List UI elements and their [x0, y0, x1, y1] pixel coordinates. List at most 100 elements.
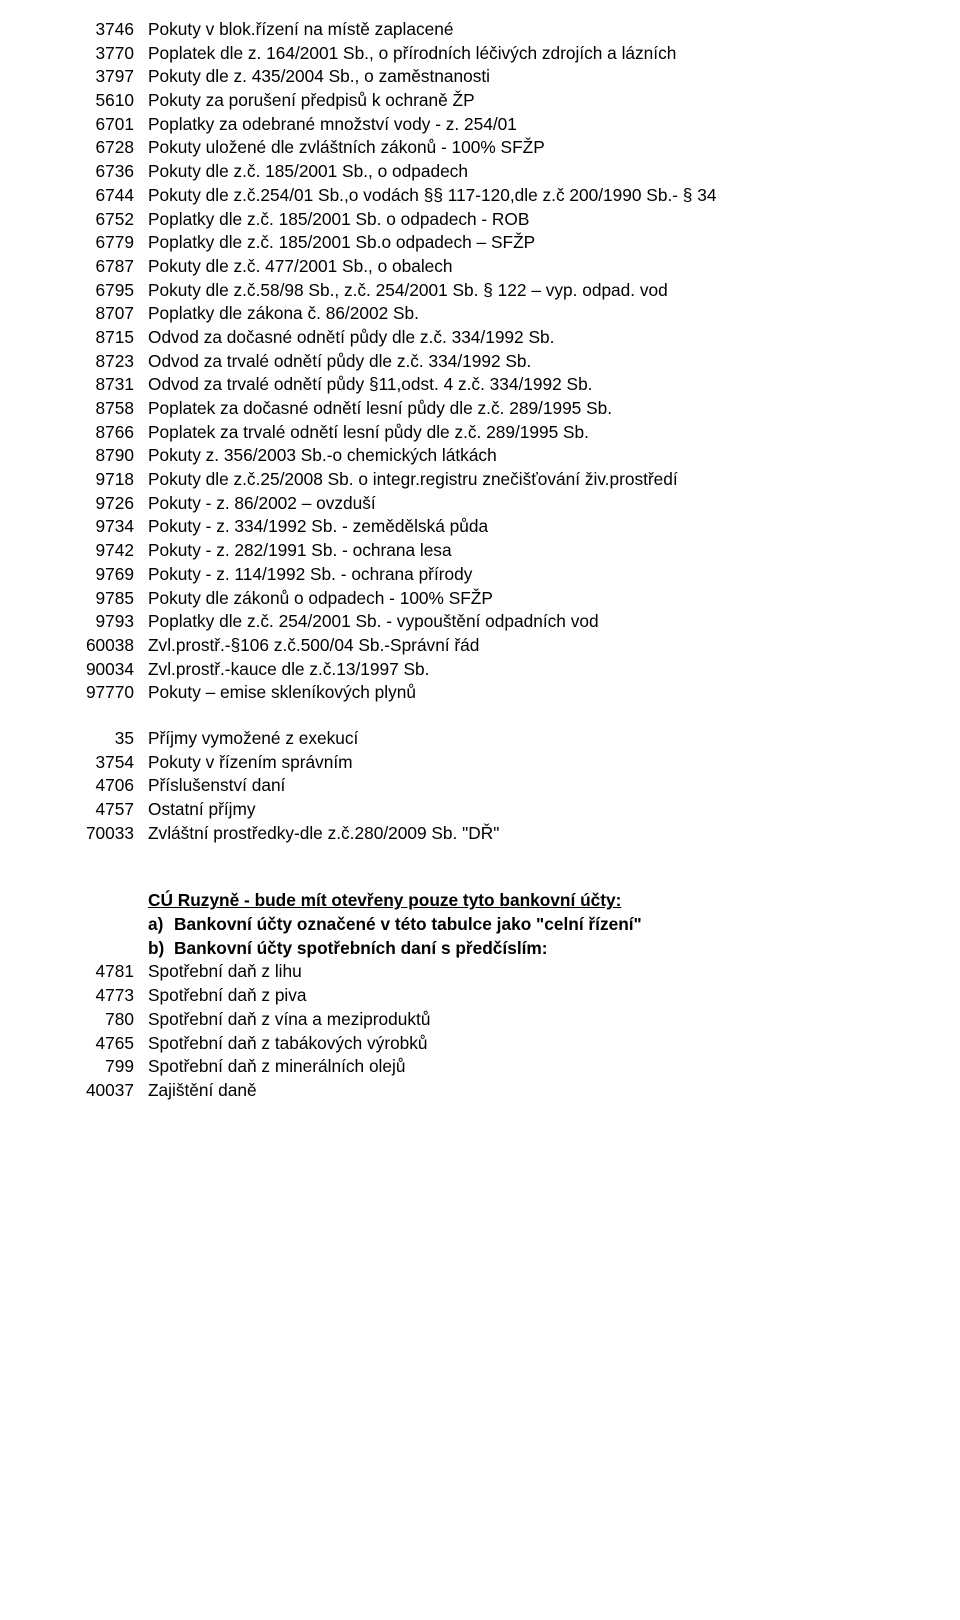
table-row: 4757Ostatní příjmy	[56, 798, 904, 822]
row-code: 6752	[56, 208, 148, 232]
note-b: b) Bankovní účty spotřebních daní s před…	[148, 937, 904, 961]
row-code: 70033	[56, 822, 148, 846]
table-row: 4781Spotřební daň z lihu	[56, 960, 904, 984]
row-description: Odvod za dočasné odnětí půdy dle z.č. 33…	[148, 326, 904, 350]
row-description: Odvod za trvalé odnětí půdy dle z.č. 334…	[148, 350, 904, 374]
row-description: Poplatky dle zákona č. 86/2002 Sb.	[148, 302, 904, 326]
table-row: 9726Pokuty - z. 86/2002 – ovzduší	[56, 492, 904, 516]
table-row: 6787Pokuty dle z.č. 477/2001 Sb., o obal…	[56, 255, 904, 279]
row-description: Pokuty – emise skleníkových plynů	[148, 681, 904, 705]
table-row: 9734Pokuty - z. 334/1992 Sb. - zemědělsk…	[56, 515, 904, 539]
row-code: 6787	[56, 255, 148, 279]
note-title: CÚ Ruzyně - bude mít otevřeny pouze tyto…	[148, 889, 904, 913]
row-description: Pokuty - z. 114/1992 Sb. - ochrana příro…	[148, 563, 904, 587]
row-code: 3754	[56, 751, 148, 775]
row-description: Pokuty dle z. 435/2004 Sb., o zaměstnano…	[148, 65, 904, 89]
row-code: 8766	[56, 421, 148, 445]
table-row: 9785Pokuty dle zákonů o odpadech - 100% …	[56, 587, 904, 611]
row-code: 40037	[56, 1079, 148, 1103]
table-row: 6728Pokuty uložené dle zvláštních zákonů…	[56, 136, 904, 160]
note-a: a) Bankovní účty označené v této tabulce…	[148, 913, 904, 937]
row-description: Pokuty za porušení předpisů k ochraně ŽP	[148, 89, 904, 113]
table-row: 780Spotřební daň z vína a meziproduktů	[56, 1008, 904, 1032]
row-description: Pokuty v blok.řízení na místě zaplacené	[148, 18, 904, 42]
row-code: 8758	[56, 397, 148, 421]
row-description: Poplatky dle z.č. 254/2001 Sb. - vypoušt…	[148, 610, 904, 634]
row-description: Zvláštní prostředky-dle z.č.280/2009 Sb.…	[148, 822, 904, 846]
table-row: 60038Zvl.prostř.-§106 z.č.500/04 Sb.-Spr…	[56, 634, 904, 658]
table-row: 6795Pokuty dle z.č.58/98 Sb., z.č. 254/2…	[56, 279, 904, 303]
row-description: Pokuty - z. 86/2002 – ovzduší	[148, 492, 904, 516]
table-row: 799Spotřební daň z minerálních olejů	[56, 1055, 904, 1079]
row-description: Pokuty z. 356/2003 Sb.-o chemických látk…	[148, 444, 904, 468]
table-row: 6701Poplatky za odebrané množství vody -…	[56, 113, 904, 137]
row-description: Spotřební daň z lihu	[148, 960, 904, 984]
table-row: 4765Spotřební daň z tabákových výrobků	[56, 1032, 904, 1056]
section-1: 3746Pokuty v blok.řízení na místě zaplac…	[56, 18, 904, 705]
row-description: Pokuty v řízením správním	[148, 751, 904, 775]
row-code: 3746	[56, 18, 148, 42]
row-description: Pokuty - z. 282/1991 Sb. - ochrana lesa	[148, 539, 904, 563]
row-description: Poplatky za odebrané množství vody - z. …	[148, 113, 904, 137]
document-page: 3746Pokuty v blok.řízení na místě zaplac…	[0, 0, 960, 1143]
row-description: Spotřební daň z piva	[148, 984, 904, 1008]
row-description: Pokuty uložené dle zvláštních zákonů - 1…	[148, 136, 904, 160]
row-code: 4773	[56, 984, 148, 1008]
section-3: 4781Spotřební daň z lihu4773Spotřební da…	[56, 960, 904, 1102]
row-description: Ostatní příjmy	[148, 798, 904, 822]
row-description: Spotřební daň z vína a meziproduktů	[148, 1008, 904, 1032]
row-description: Pokuty dle z.č.25/2008 Sb. o integr.regi…	[148, 468, 904, 492]
row-code: 5610	[56, 89, 148, 113]
row-description: Pokuty dle z.č. 185/2001 Sb., o odpadech	[148, 160, 904, 184]
row-description: Zajištění daně	[148, 1079, 904, 1103]
table-row: 40037Zajištění daně	[56, 1079, 904, 1103]
table-row: 9718Pokuty dle z.č.25/2008 Sb. o integr.…	[56, 468, 904, 492]
table-row: 8758Poplatek za dočasné odnětí lesní půd…	[56, 397, 904, 421]
row-code: 8731	[56, 373, 148, 397]
table-row: 8723Odvod za trvalé odnětí půdy dle z.č.…	[56, 350, 904, 374]
table-row: 35Příjmy vymožené z exekucí	[56, 727, 904, 751]
table-row: 3770Poplatek dle z. 164/2001 Sb., o přír…	[56, 42, 904, 66]
table-row: 6752Poplatky dle z.č. 185/2001 Sb. o odp…	[56, 208, 904, 232]
table-row: 6736Pokuty dle z.č. 185/2001 Sb., o odpa…	[56, 160, 904, 184]
table-row: 4706Příslušenství daní	[56, 774, 904, 798]
row-code: 35	[56, 727, 148, 751]
table-row: 6779Poplatky dle z.č. 185/2001 Sb.o odpa…	[56, 231, 904, 255]
table-row: 5610Pokuty za porušení předpisů k ochran…	[56, 89, 904, 113]
row-description: Spotřební daň z minerálních olejů	[148, 1055, 904, 1079]
row-code: 9718	[56, 468, 148, 492]
row-code: 8707	[56, 302, 148, 326]
table-row: 8790Pokuty z. 356/2003 Sb.-o chemických …	[56, 444, 904, 468]
table-row: 3797Pokuty dle z. 435/2004 Sb., o zaměst…	[56, 65, 904, 89]
table-row: 90034Zvl.prostř.-kauce dle z.č.13/1997 S…	[56, 658, 904, 682]
table-row: 9742Pokuty - z. 282/1991 Sb. - ochrana l…	[56, 539, 904, 563]
row-code: 4781	[56, 960, 148, 984]
row-code: 9734	[56, 515, 148, 539]
row-code: 6779	[56, 231, 148, 255]
row-code: 780	[56, 1008, 148, 1032]
note-block: CÚ Ruzyně - bude mít otevřeny pouze tyto…	[148, 889, 904, 960]
table-row: 9793Poplatky dle z.č. 254/2001 Sb. - vyp…	[56, 610, 904, 634]
row-description: Poplatek za trvalé odnětí lesní půdy dle…	[148, 421, 904, 445]
row-code: 9726	[56, 492, 148, 516]
row-code: 799	[56, 1055, 148, 1079]
row-description: Poplatek dle z. 164/2001 Sb., o přírodní…	[148, 42, 904, 66]
row-description: Příjmy vymožené z exekucí	[148, 727, 904, 751]
row-code: 8790	[56, 444, 148, 468]
row-description: Zvl.prostř.-kauce dle z.č.13/1997 Sb.	[148, 658, 904, 682]
row-code: 8723	[56, 350, 148, 374]
row-code: 9769	[56, 563, 148, 587]
row-description: Pokuty dle z.č. 477/2001 Sb., o obalech	[148, 255, 904, 279]
table-row: 3746Pokuty v blok.řízení na místě zaplac…	[56, 18, 904, 42]
row-code: 6736	[56, 160, 148, 184]
row-code: 4757	[56, 798, 148, 822]
table-row: 70033Zvláštní prostředky-dle z.č.280/200…	[56, 822, 904, 846]
spacer	[56, 867, 904, 889]
row-code: 97770	[56, 681, 148, 705]
row-code: 6728	[56, 136, 148, 160]
row-code: 3770	[56, 42, 148, 66]
row-code: 6744	[56, 184, 148, 208]
row-description: Pokuty dle z.č.58/98 Sb., z.č. 254/2001 …	[148, 279, 904, 303]
row-code: 3797	[56, 65, 148, 89]
row-code: 90034	[56, 658, 148, 682]
